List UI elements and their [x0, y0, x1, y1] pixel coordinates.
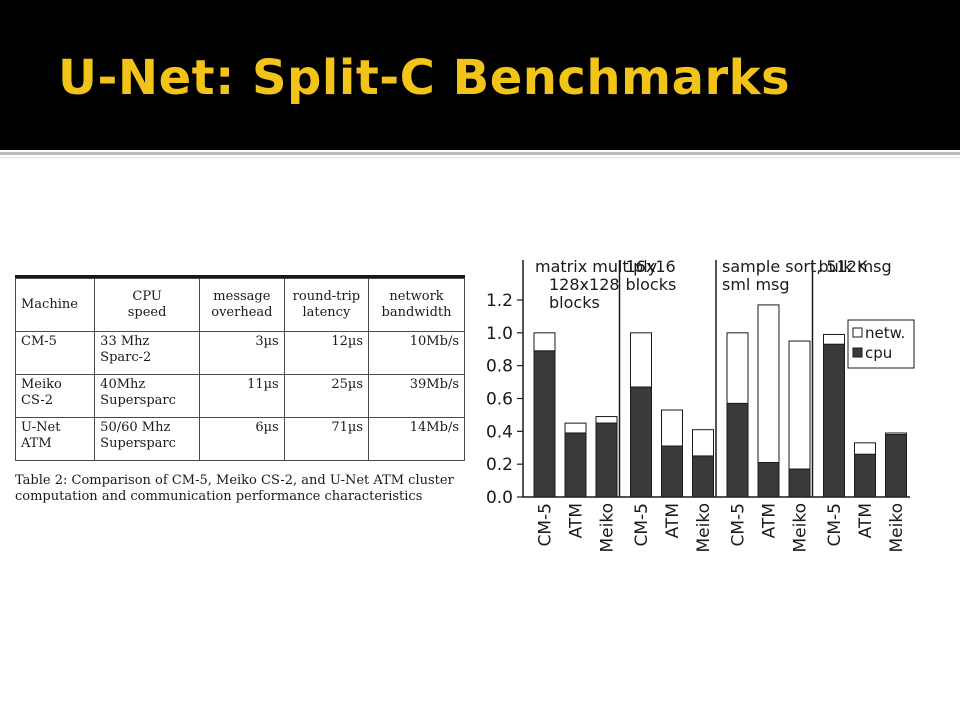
group-label: bulk msg [819, 257, 892, 276]
bar-netw [788, 340, 811, 470]
category-label: Meiko [694, 503, 714, 553]
bar-cpu [533, 350, 556, 498]
group-label: blocks [549, 293, 600, 312]
cell-cpu: 50/60 Mhz Supersparc [94, 417, 200, 461]
legend-swatch [852, 327, 863, 338]
y-tick-label: 1.0 [486, 324, 513, 344]
comparison-table-figure: Machine CPU speed message overhead round-t… [14, 275, 465, 505]
benchmark-chart: 0.0 0.2 0.4 0.6 0.8 1.0 1.2 matrix multiply128x… [486, 257, 915, 553]
benchmark-chart-figure: 0.0 0.2 0.4 0.6 0.8 1.0 1.2 matrix multiply 128x… [470, 250, 920, 580]
y-tick-label: 0.8 [486, 357, 513, 377]
bar-netw [692, 429, 714, 457]
bar-cpu [661, 445, 683, 498]
title-bar: U-Net: Split-C Benchmarks [0, 0, 960, 150]
category-label: ATM [856, 503, 876, 538]
title-divider-thin [0, 157, 960, 158]
legend-swatch [852, 347, 863, 358]
bar-cpu [726, 402, 749, 498]
header-message-overhead: message overhead [199, 278, 285, 332]
bar-cpu [630, 386, 652, 498]
bar-netw [595, 416, 618, 424]
cell-machine: CM-5 [14, 331, 96, 375]
title-divider [0, 152, 960, 155]
category-label: Meiko [598, 503, 618, 553]
category-label: Meiko [887, 503, 907, 553]
bar-netw [726, 332, 749, 404]
cell-machine: Meiko CS-2 [14, 374, 96, 418]
table-caption: Table 2: Comparison of CM-5, Meiko CS-2,… [15, 473, 454, 504]
category-label: CM-5 [536, 503, 556, 547]
cell-latency: 12µs [283, 331, 370, 375]
cell-latency: 71µs [283, 417, 370, 461]
y-tick-label: 1.2 [486, 291, 513, 311]
category-label: CM-5 [729, 503, 749, 547]
cell-bandwidth: 10Mb/s [368, 331, 465, 375]
group-label: sample sort, 512K [722, 257, 868, 276]
table-top-rule [15, 275, 465, 278]
cell-bandwidth: 39Mb/s [368, 374, 465, 418]
table-row: Meiko CS-2 40Mhz Supersparc 11µs 25µs 39Mb… [14, 374, 465, 418]
cell-overhead: 11µs [199, 374, 285, 418]
cell-cpu: 40Mhz Supersparc [94, 374, 200, 418]
category-label: ATM [760, 503, 780, 538]
bar-cpu [757, 462, 780, 498]
bar-cpu [854, 453, 876, 498]
bar-cpu [564, 432, 587, 498]
y-tick-label: 0.2 [486, 455, 513, 475]
category-label: CM-5 [632, 503, 652, 547]
category-label: Meiko [791, 503, 811, 553]
y-tick-label: 0.6 [486, 390, 513, 410]
bar-cpu [885, 434, 907, 498]
cell-cpu: 33 Mhz Sparc-2 [94, 331, 200, 375]
table-row: U-Net ATM 50/60 Mhz Supersparc 6µs 71µs 14… [14, 417, 465, 461]
bar-netw [564, 422, 587, 434]
group-label: 128x128 [549, 275, 620, 294]
group-label: 16x16 [626, 257, 676, 276]
bar-netw [661, 409, 683, 447]
header-network-bandwidth: network bandwidth [368, 278, 465, 332]
table-header-row: Machine CPU speed message overhead round-t… [14, 278, 465, 332]
bar-netw [854, 442, 876, 455]
legend-label: netw. [865, 324, 905, 342]
cell-machine: U-Net ATM [14, 417, 96, 461]
group-label: blocks [626, 275, 677, 294]
bar-netw [823, 333, 845, 345]
category-label: ATM [567, 503, 587, 538]
cell-latency: 25µs [283, 374, 370, 418]
legend-label: cpu [865, 344, 892, 362]
bar-netw [757, 304, 780, 464]
bar-cpu [823, 343, 845, 498]
comparison-table: Machine CPU speed message overhead round-t… [14, 278, 465, 461]
cell-overhead: 3µs [199, 331, 285, 375]
table-row: CM-5 33 Mhz Sparc-2 3µs 12µs 10Mb/s [14, 331, 465, 375]
category-label: ATM [663, 503, 683, 538]
y-tick-label: 0.4 [486, 422, 513, 442]
header-round-trip-latency: round-trip latency [283, 278, 370, 332]
bar-netw [630, 332, 652, 388]
header-machine: Machine [14, 278, 96, 332]
header-cpu-speed: CPU speed [94, 278, 200, 332]
group-label: matrix multiply [535, 257, 657, 276]
slide-title: U-Net: Split-C Benchmarks [58, 50, 791, 106]
category-label: CM-5 [825, 503, 845, 547]
y-tick-label: 0.0 [486, 488, 513, 508]
bar-cpu [692, 455, 714, 498]
bar-cpu [595, 422, 618, 498]
cell-bandwidth: 14Mb/s [368, 417, 465, 461]
group-label: sml msg [722, 275, 790, 294]
bar-netw [533, 332, 556, 352]
bar-cpu [788, 468, 811, 498]
cell-overhead: 6µs [199, 417, 285, 461]
